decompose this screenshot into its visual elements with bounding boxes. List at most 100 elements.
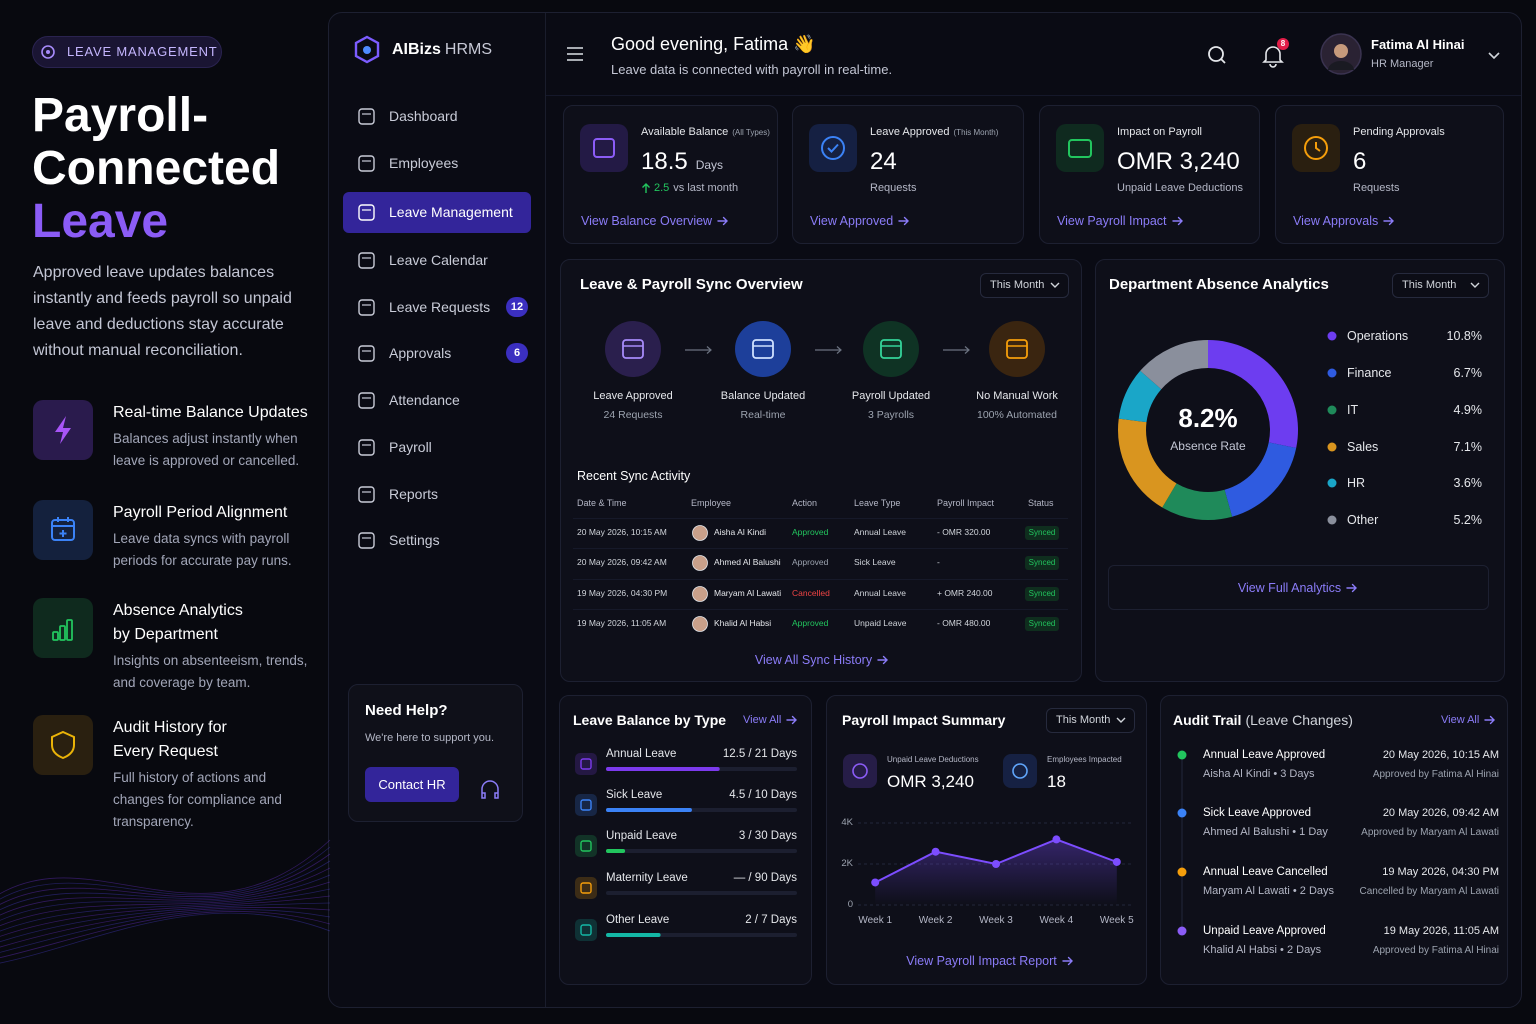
audit-entry-by: Cancelled by Maryam Al Lawati [1359,885,1499,897]
table-cell: 19 May 2026, 11:05 AM [577,618,667,629]
stat-label-text: Impact on Payroll [1117,125,1202,138]
status: Synced [1028,588,1056,598]
brand: AIBizs HRMS [392,40,492,61]
audit-entry-by: Approved by Maryam Al Lawati [1361,826,1499,838]
arrow-icon [717,216,729,226]
stat-note-text: Requests [870,181,917,194]
arrow-icon [1062,956,1073,966]
employee-name: Ahmed Al Balushi [714,557,781,568]
nav-item[interactable]: Leave Calendar [389,251,488,268]
table-header: Status [1028,498,1054,509]
summary-value: OMR 3,240 [887,771,974,791]
feature-title: Real-time Balance Updates [113,404,308,421]
nav-item[interactable]: Payroll [389,438,432,455]
stat-link-text: View Approvals [1293,213,1379,228]
hero-description: Approved leave updates balances instantl… [33,264,292,359]
stat-icon-box [809,124,857,172]
stat-label-text: Available Balance [641,125,729,138]
payroll-link[interactable]: View Payroll Impact Report [740,953,1240,969]
leave-type-name: Maternity Leave [606,871,688,884]
stat-link-text: View Balance Overview [581,213,713,228]
audit-link[interactable]: View All [1441,713,1496,727]
stat-unit: Days [695,158,724,173]
card-title: Leave Balance by Type [573,711,727,728]
leave-balance-link[interactable]: View All [743,713,798,727]
legend-label: Sales [1347,439,1379,454]
feature-icon-box [33,598,93,658]
action: Approved [792,557,829,568]
legend-label: Finance [1347,365,1392,380]
status: Synced [1028,557,1056,567]
nav-item[interactable]: Settings [389,531,440,548]
nav-item[interactable]: Dashboard [389,107,458,124]
stat-link[interactable]: View Balance Overview [581,213,729,229]
step-sub: 24 Requests [603,409,663,422]
analytics-link-box[interactable] [1108,565,1489,610]
stat-value-text: 18.5 [641,148,688,176]
stat-label-text: Leave Approved [870,125,950,138]
stat-link[interactable]: View Approved [810,213,910,229]
balance-track [606,767,797,771]
leave-type-name: Unpaid Leave [606,829,677,842]
stat-note: Unpaid Leave Deductions [1117,181,1243,195]
brand-suffix: HRMS [444,40,493,58]
arrow-shape [1171,216,1183,226]
sidebar-divider [545,13,546,1007]
filter-label: This Month [1402,279,1457,292]
stat-note-text: Requests [1353,181,1400,194]
nav-item[interactable]: Reports [389,485,439,502]
stat-icon-box [580,124,628,172]
table-cell: 20 May 2026, 09:42 AM [577,557,667,568]
sync-link[interactable]: View All Sync History [572,652,1072,668]
summary-label: Employees Impacted [1047,754,1122,764]
status-pill [1025,556,1059,570]
filter-dropdown[interactable] [1392,273,1489,298]
sync-link-text: View All Sync History [754,652,873,667]
stat-link[interactable]: View Payroll Impact [1057,213,1184,229]
audit-title: Audit Trail [1173,711,1242,728]
status-pill [1025,526,1059,540]
nav-badge-count: 6 [513,346,521,359]
table-header: Payroll Impact [937,498,995,509]
analytics-link[interactable]: View Full Analytics [1048,580,1536,596]
chart-title: Payroll Impact Summary [842,711,1006,728]
feature-title: Absence Analytics by Department [113,602,243,643]
step-sub: 100% Automated [977,409,1057,422]
legend-value: 6.7% [1453,365,1483,380]
status-pill [1025,587,1059,601]
recent-title: Recent Sync Activity [577,468,691,483]
stat-value-text: OMR 3,240 [1117,148,1240,176]
help-button-label[interactable]: Contact HR [378,776,446,792]
status: Synced [1028,618,1056,628]
stat-label: Impact on Payroll [1117,125,1202,139]
feature-text: Full history of actions and changes for … [113,770,282,829]
feature-icon-box [33,715,93,775]
table-cell: Unpaid Leave [854,618,907,629]
table-cell: - OMR 480.00 [937,618,991,629]
nav-item[interactable]: Leave Requests [389,298,491,315]
table-cell: Annual Leave [854,588,906,599]
y-tick-label: 4K [841,816,853,828]
filter-label: This Month [1056,714,1111,727]
table-header: Date & Time [577,498,627,509]
legend-label: HR [1347,475,1366,490]
header-divider [546,95,1521,96]
table-row-divider [573,609,1068,610]
donut-center-label: Absence Rate [1170,439,1246,454]
nav-item[interactable]: Attendance [389,391,460,408]
greeting-subtitle: Leave data is connected with payroll in … [611,61,893,77]
help-button[interactable] [365,767,459,802]
nav-item[interactable]: Employees [389,154,459,171]
audit-entry-title: Annual Leave Approved [1203,748,1326,761]
nav-item[interactable]: Leave Management [389,203,513,220]
step-sub: Real-time [740,409,786,422]
stat-value: 18.5 Days [641,146,723,177]
legend-value: 5.2% [1453,512,1483,527]
stat-value-text: 6 [1353,148,1367,176]
arrow-icon [1383,216,1395,226]
nav-item[interactable]: Approvals [389,344,452,361]
stat-link[interactable]: View Approvals [1293,213,1395,229]
arrow-icon [898,216,910,226]
leave-type-name: Other Leave [606,913,670,926]
audit-link-text: View All [1441,713,1480,726]
